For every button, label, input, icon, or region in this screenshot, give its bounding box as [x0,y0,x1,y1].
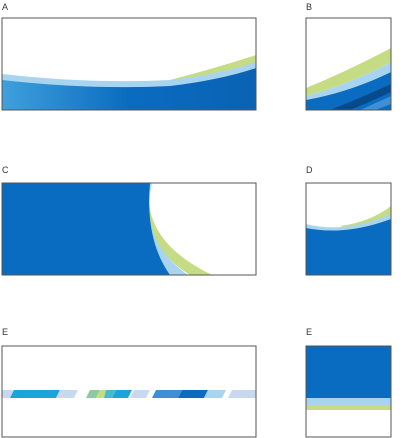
panel-label: B [306,2,312,12]
panel-frame [1,17,257,111]
panel-label: D [306,165,313,175]
panel-label: A [2,2,8,12]
band-light-blue [306,398,391,405]
panel-frame [305,17,392,111]
panel-b-art [306,48,391,110]
band-blue [306,346,391,398]
panel-label: E [2,327,8,337]
panel-frame [1,345,257,438]
panel-frame [305,345,392,438]
panel-label: E [306,327,312,337]
panel-frame [305,182,392,276]
panel-label: C [2,165,9,175]
panel-frame [1,182,257,276]
panel-d-art [306,206,391,275]
band-green [306,405,391,410]
panel-e-art [2,390,256,398]
panel-a-art [2,55,256,110]
panel-c-art [2,183,212,275]
